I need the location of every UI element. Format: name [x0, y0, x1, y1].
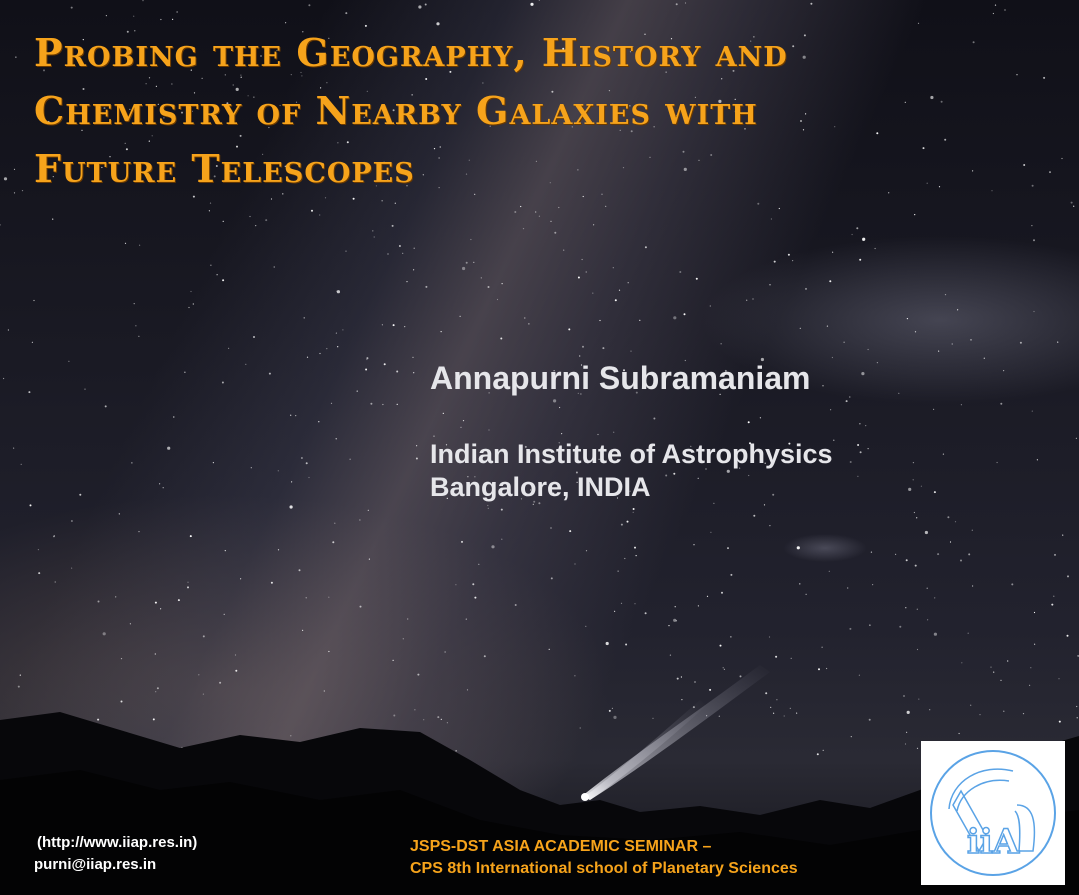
seminar-line-2: CPS 8th International school of Planetar… — [410, 860, 798, 877]
slide-title: Probing the Geography, History and Chemi… — [34, 24, 954, 198]
institute-affiliation: Indian Institute of Astrophysics Bangalo… — [430, 438, 833, 504]
website-link[interactable]: (http://www.iiap.res.in) — [37, 834, 198, 851]
institute-location: Bangalore, INDIA — [430, 472, 651, 502]
title-line-1: Probing the Geography, History and — [34, 30, 788, 75]
comet — [581, 665, 770, 801]
email-link[interactable]: purni@iiap.res.in — [34, 856, 157, 873]
title-line-3: Future Telescopes — [34, 146, 415, 191]
iia-logo-text: iiA — [967, 822, 1020, 862]
iia-logo: iiA — [921, 741, 1065, 885]
iia-logo-icon: iiA — [930, 750, 1056, 876]
author-name: Annapurni Subramaniam — [430, 360, 811, 396]
seminar-info: JSPS-DST ASIA ACADEMIC SEMINAR – CPS 8th… — [410, 836, 798, 880]
seminar-line-1: JSPS-DST ASIA ACADEMIC SEMINAR – — [410, 838, 712, 855]
institute-name: Indian Institute of Astrophysics — [430, 439, 833, 469]
title-line-2: Chemistry of Nearby Galaxies with — [34, 88, 758, 133]
contact-info: (http://www.iiap.res.in) purni@iiap.res.… — [34, 832, 197, 876]
